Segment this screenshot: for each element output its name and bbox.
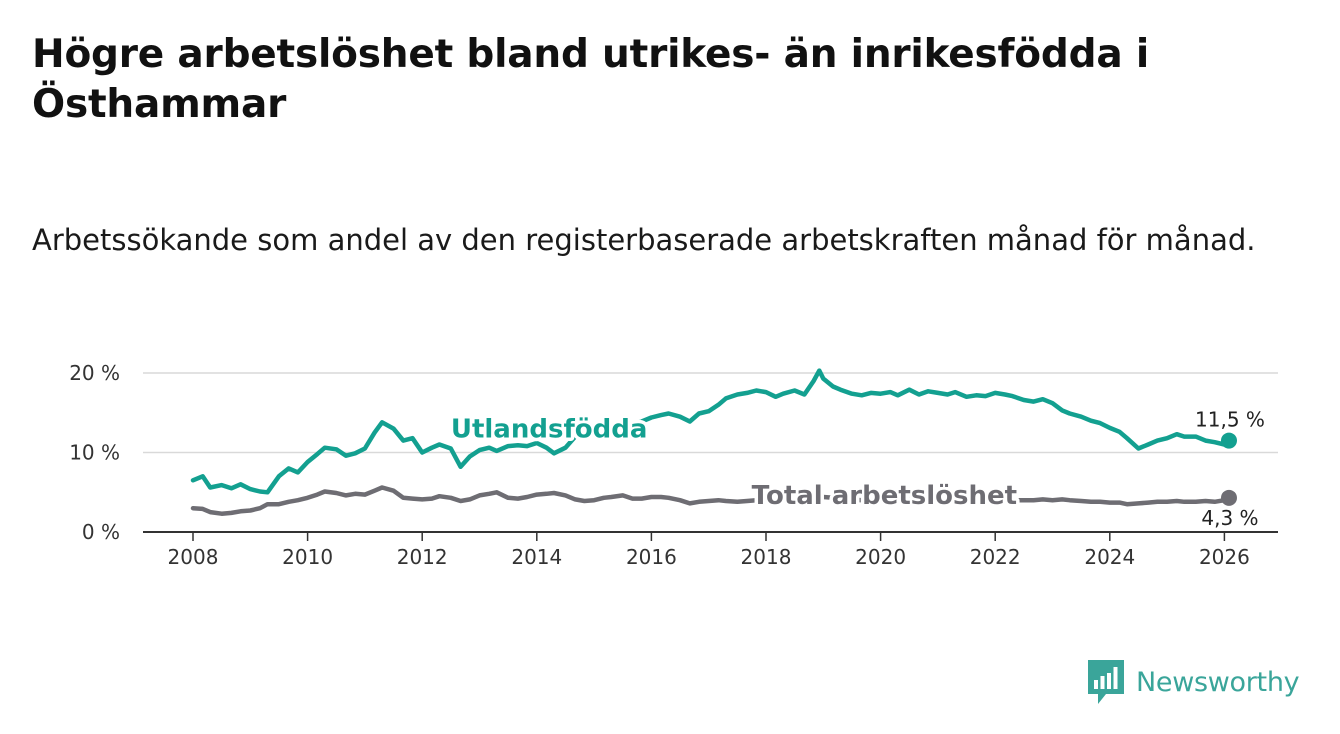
chart-subtitle: Arbetssökande som andel av den registerb…: [32, 223, 1256, 257]
x-tick-label: 2010: [282, 545, 333, 569]
series-labels: 11,5 % 4,3 % Utlandsfödda Total arbetslöshe…: [447, 408, 1265, 530]
gridlines: [143, 372, 1278, 454]
series-name-label-utlandsf-dda: Utlandsfödda: [451, 414, 648, 444]
series-line-utlandsf-dda: [190, 368, 1232, 495]
x-tick-label: 2018: [741, 545, 792, 569]
y-tick-label: 10 %: [69, 441, 120, 465]
series-name-label-total-arbetsl-shet: Total arbetslöshet: [752, 481, 1017, 511]
newsworthy-logo: Newsworthy: [1088, 660, 1300, 704]
x-tick-label: 2020: [855, 545, 906, 569]
series-lines: [190, 368, 1237, 516]
y-tick-label: 0 %: [82, 520, 120, 544]
x-tick-label: 2008: [168, 545, 219, 569]
y-tick-label: 20 %: [69, 361, 120, 385]
newsworthy-logo-icon: [1088, 660, 1124, 704]
newsworthy-logo-text: Newsworthy: [1136, 666, 1300, 698]
y-axis: 0 % 10 % 20 %: [69, 361, 120, 544]
chart-title: Högre arbetslöshet bland utrikes- än inr…: [32, 32, 1149, 127]
series-end-label-total-arbetsl-shet: 4,3 %: [1201, 506, 1258, 530]
series-end-dot-utlandsf-dda: [1220, 432, 1237, 449]
x-tick-label: 2012: [397, 545, 448, 569]
x-tick-label: 2022: [970, 545, 1021, 569]
series-end-dot-total-arbetsl-shet: [1220, 489, 1237, 506]
series-end-label-utlandsf-dda: 11,5 %: [1195, 408, 1265, 432]
x-tick-label: 2024: [1084, 545, 1135, 569]
x-tick-label: 2014: [511, 545, 562, 569]
x-tick-label: 2026: [1199, 545, 1250, 569]
x-tick-label: 2016: [626, 545, 677, 569]
series-line-total-arbetsl-shet: [190, 485, 1232, 516]
x-axis: 2008 2010 2012 2014 2016 2018 2020 2022 2024 2026: [143, 531, 1278, 569]
line-chart: 0 % 10 % 20 % 2008 2010 2012 2014 2016 2018 2020…: [69, 361, 1278, 569]
